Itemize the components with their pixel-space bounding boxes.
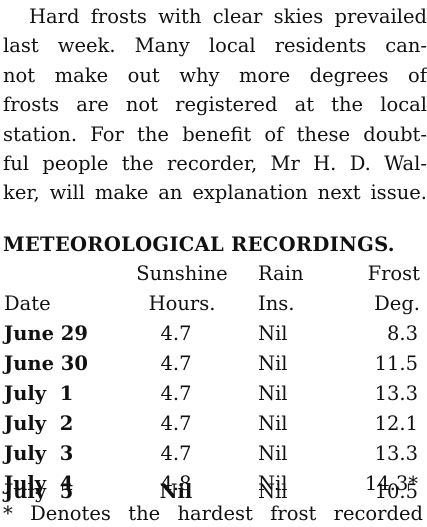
paragraph-line: not make out why more degrees of (3, 63, 427, 87)
footnote: * Denotes the hardest frost recorded (3, 502, 423, 525)
table-heading: METEOROLOGICAL RECORDINGS. (3, 233, 395, 256)
row-sunshine: 4.7 (160, 412, 192, 435)
row-date: July 1 (4, 382, 74, 405)
table-row: July 5 Nil Nil 10.5 (0, 476, 427, 506)
table-header-top: Sunshine Rain Frost (0, 262, 427, 292)
article-paragraph: Hard frosts with clear skies prevailed l… (3, 2, 427, 208)
row-sunshine: Nil (159, 480, 193, 503)
row-rain: Nil (258, 352, 288, 375)
table-row: June 30 4.7 Nil 11.5 (0, 352, 427, 382)
row-date: June 29 (4, 322, 88, 345)
table-row: July 2 4.7 Nil 12.1 (0, 412, 427, 442)
table-row: July 4 4.8 Nil 14.3* (0, 472, 427, 502)
paragraph-line: Hard frosts with clear skies prevailed (29, 5, 427, 28)
row-date: July 4 (4, 472, 74, 495)
row-sunshine: 4.7 (160, 322, 192, 345)
row-date: July 5 (4, 480, 74, 503)
paragraph-line: station. For the benefit of these doubt- (3, 122, 427, 146)
table-row: July 3 4.7 Nil 13.3 (0, 442, 427, 472)
row-frost: 13.3 (374, 442, 418, 465)
row-date: June 30 (4, 352, 88, 375)
header-date: Date (4, 292, 51, 315)
paragraph-line: frosts are not registered at the local (3, 93, 427, 117)
table-row: June 29 4.7 Nil 8.3 (0, 322, 427, 352)
row-sunshine: 4.7 (160, 442, 192, 465)
row-sunshine: 4.7 (160, 382, 192, 405)
row-frost: 10.5 (374, 480, 418, 503)
row-sunshine: 4.7 (160, 352, 192, 375)
header-hours: Hours. (148, 292, 216, 315)
row-rain: Nil (258, 412, 288, 435)
row-rain: Nil (258, 322, 288, 345)
header-frost: Frost (367, 262, 420, 285)
row-sunshine: 4.8 (160, 472, 192, 495)
table-row: July 1 4.7 Nil 13.3 (0, 382, 427, 412)
paragraph-line: ful people the recorder, Mr H. D. Wal- (3, 152, 427, 176)
row-date: July 2 (4, 412, 74, 435)
row-frost: 14.3* (364, 472, 418, 495)
paragraph-line: ker, will make an explanation next issue… (3, 181, 427, 205)
paragraph-line: last week. Many local residents can- (3, 34, 427, 58)
row-frost: 11.5 (374, 352, 418, 375)
row-rain: Nil (258, 382, 288, 405)
table-header-bottom: Date Hours. Ins. Deg. (0, 292, 427, 322)
header-ins: Ins. (258, 292, 295, 315)
header-sunshine: Sunshine (136, 262, 228, 285)
row-frost: 12.1 (374, 412, 418, 435)
row-rain: Nil (258, 472, 288, 495)
header-deg: Deg. (374, 292, 420, 315)
row-date: July 3 (4, 442, 74, 465)
row-rain: Nil (258, 442, 288, 465)
row-frost: 13.3 (374, 382, 418, 405)
row-rain: Nil (258, 480, 288, 503)
header-rain: Rain (258, 262, 304, 285)
row-frost: 8.3 (386, 322, 418, 345)
